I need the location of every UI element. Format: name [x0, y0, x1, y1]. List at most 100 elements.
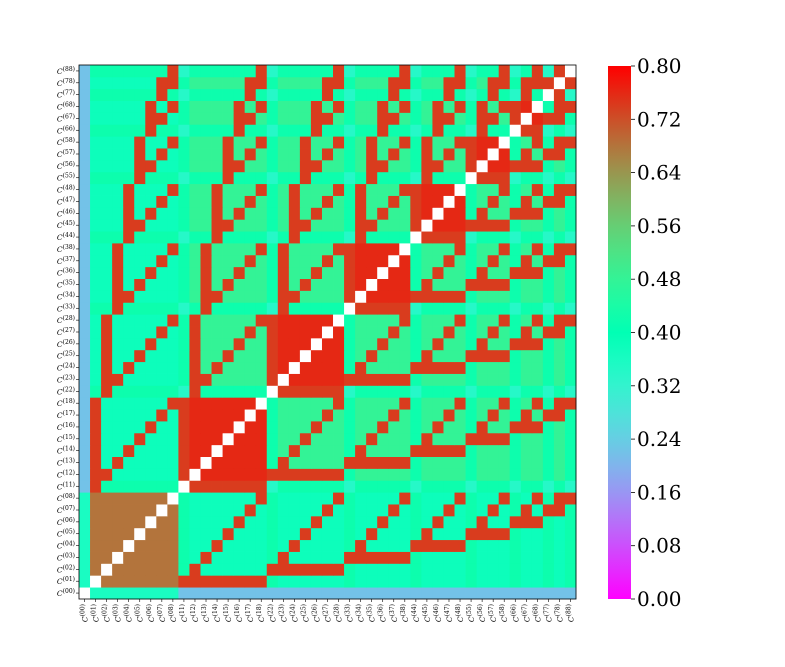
- heatmap-cell: [432, 290, 444, 303]
- heatmap-cell: [145, 563, 157, 576]
- tick-label: C(33): [345, 604, 355, 622]
- heatmap-cell: [399, 254, 411, 268]
- heatmap-cell: [553, 563, 566, 576]
- heatmap-cell: [531, 361, 544, 374]
- heatmap-cell: [189, 136, 201, 149]
- heatmap-cell: [222, 171, 235, 185]
- heatmap-cell: [531, 373, 544, 386]
- heatmap-cell: [167, 539, 179, 552]
- heatmap-cell: [123, 468, 135, 481]
- heatmap-cell: [156, 349, 168, 363]
- heatmap-cell: [498, 468, 511, 481]
- heatmap-cell: [222, 278, 235, 291]
- heatmap-cell: [233, 563, 246, 576]
- heatmap-cell: [542, 539, 555, 552]
- heatmap-cell: [366, 112, 378, 125]
- heatmap-cell: [255, 219, 268, 232]
- heatmap-cell: [487, 492, 500, 505]
- tick-label: C(04): [124, 604, 134, 622]
- heatmap-cell: [299, 183, 312, 196]
- heatmap-cell: [266, 65, 279, 78]
- heatmap-cell: [101, 266, 113, 279]
- heatmap-cell: [377, 373, 389, 386]
- heatmap-cell: [211, 527, 223, 541]
- heatmap-cell: [145, 136, 157, 149]
- heatmap-cell: [178, 397, 190, 410]
- heatmap-cell: [355, 326, 367, 339]
- heatmap-cell: [112, 124, 124, 137]
- heatmap-cell: [321, 444, 334, 457]
- heatmap-cell: [399, 219, 411, 232]
- heatmap-cell: [134, 432, 146, 446]
- heatmap-cell: [299, 290, 312, 303]
- heatmap-cell: [134, 397, 146, 410]
- heatmap-cell: [178, 432, 190, 446]
- heatmap-cell: [156, 575, 168, 588]
- heatmap-cell: [553, 290, 566, 303]
- heatmap-cell: [542, 337, 555, 351]
- heatmap-cell: [321, 314, 334, 327]
- heatmap-cell: [432, 563, 444, 576]
- heatmap-cell: [399, 337, 411, 351]
- heatmap-cell: [156, 385, 168, 398]
- heatmap-cell: [498, 314, 511, 327]
- heatmap-cell: [520, 207, 533, 220]
- heatmap-cell: [134, 551, 146, 564]
- heatmap-cell: [410, 254, 422, 268]
- heatmap-cell: [520, 492, 533, 505]
- heatmap-cell: [344, 171, 356, 185]
- heatmap-cell: [101, 148, 113, 161]
- heatmap-cell: [266, 195, 279, 208]
- heatmap-cell: [443, 492, 455, 505]
- heatmap-cell: [233, 219, 246, 232]
- heatmap-cell: [90, 504, 102, 517]
- heatmap-cell: [200, 361, 212, 374]
- heatmap-cell: [189, 397, 201, 410]
- heatmap-cell: [388, 302, 400, 315]
- heatmap-cell: [388, 112, 400, 125]
- heatmap-cell: [465, 468, 477, 481]
- heatmap-cell: [355, 337, 367, 351]
- heatmap-cell: [211, 65, 223, 78]
- tick-label: C(88): [565, 604, 575, 622]
- heatmap-cell: [454, 88, 466, 101]
- heatmap-cell: [299, 278, 312, 291]
- heatmap-cell: [421, 76, 433, 90]
- heatmap-cell: [112, 587, 124, 600]
- heatmap-cell: [564, 207, 577, 220]
- heatmap-cell: [366, 148, 378, 161]
- heatmap-cell: [498, 515, 511, 529]
- heatmap-cell: [288, 124, 301, 137]
- heatmap-cell: [222, 397, 235, 410]
- heatmap-cell: [377, 349, 389, 363]
- heatmap-cell: [189, 539, 201, 552]
- heatmap-cell: [123, 385, 135, 398]
- heatmap-cell: [498, 243, 511, 256]
- heatmap-cell: [509, 349, 522, 363]
- heatmap-cell: [443, 112, 455, 125]
- heatmap-cell: [189, 409, 201, 422]
- heatmap-cell: [454, 349, 466, 363]
- heatmap-cell: [333, 527, 345, 541]
- heatmap-cell: [156, 539, 168, 552]
- heatmap-cell: [222, 492, 235, 505]
- heatmap-cell: [200, 112, 212, 125]
- heatmap-cell: [509, 207, 522, 220]
- heatmap-cell: [244, 409, 257, 422]
- heatmap-cell: [156, 492, 168, 505]
- heatmap-cell: [255, 539, 268, 552]
- heatmap-cell: [79, 314, 91, 327]
- heatmap-cell: [255, 112, 268, 125]
- heatmap-cell: [564, 88, 577, 101]
- heatmap-cell: [487, 468, 500, 481]
- heatmap-cell: [178, 480, 190, 493]
- heatmap-cell: [233, 231, 246, 244]
- heatmap-cell: [112, 76, 124, 90]
- heatmap-cell: [487, 183, 500, 196]
- heatmap-cell: [112, 136, 124, 149]
- heatmap-cell: [520, 456, 533, 469]
- heatmap-cell: [476, 397, 489, 410]
- heatmap-cell: [211, 337, 223, 351]
- heatmap-cell: [399, 266, 411, 279]
- heatmap-cell: [200, 587, 212, 600]
